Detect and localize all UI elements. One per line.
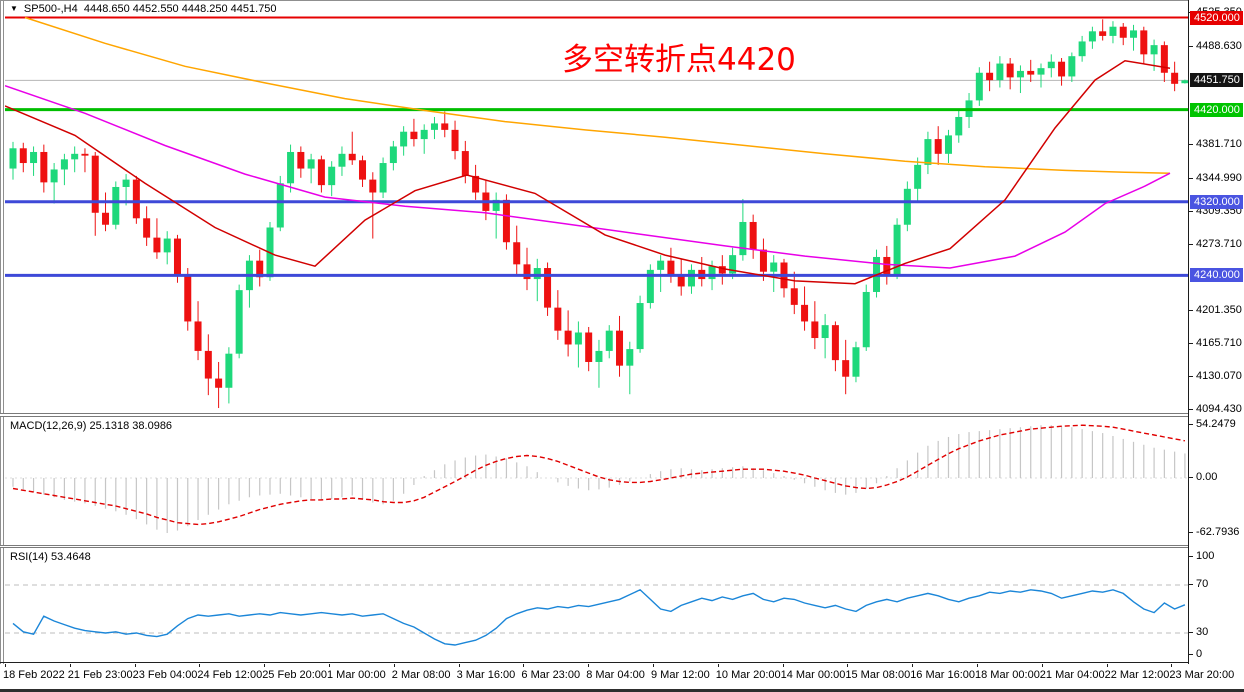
macd-panel-canvas[interactable] bbox=[5, 417, 1188, 545]
time-axis-tick bbox=[134, 664, 136, 667]
annotation-text: 多空转折点4420 bbox=[562, 42, 796, 78]
time-axis-tick bbox=[199, 664, 201, 667]
macd-histogram bbox=[12, 425, 1186, 534]
time-axis-separator bbox=[0, 662, 1244, 663]
horizontal-level-lines bbox=[5, 16, 1188, 277]
time-axis-tick bbox=[588, 664, 590, 667]
time-axis-label: 16 Mar 16:00 bbox=[910, 669, 976, 681]
window-left-edge-inner bbox=[3, 0, 4, 692]
time-axis-tick bbox=[977, 664, 978, 667]
time-axis-label: 2 Mar 08:00 bbox=[391, 669, 451, 681]
panel-separator-rsi[interactable] bbox=[0, 545, 1244, 548]
time-axis-label: 21 Mar 04:00 bbox=[1039, 669, 1105, 681]
time-axis-label: 14 Mar 00:00 bbox=[780, 669, 846, 681]
time-axis-label: 21 Feb 23:00 bbox=[67, 669, 133, 681]
time-axis-tick bbox=[523, 664, 525, 667]
price-level-badge: 4240.000 bbox=[1190, 268, 1243, 282]
window-left-edge bbox=[0, 0, 1, 692]
time-axis-label: 6 Mar 23:00 bbox=[521, 669, 581, 681]
time-axis-label: 25 Feb 20:00 bbox=[262, 669, 328, 681]
time-axis-label: 9 Mar 12:00 bbox=[651, 669, 710, 681]
rsi-line bbox=[12, 588, 1186, 646]
rsi-panel-canvas[interactable] bbox=[5, 548, 1188, 662]
price-tick-label: 4344.990 bbox=[1189, 172, 1242, 185]
time-axis-tick bbox=[1171, 664, 1173, 667]
panel-separator-macd[interactable] bbox=[0, 413, 1244, 417]
candlestick-series bbox=[9, 19, 1188, 409]
main-chart-canvas[interactable] bbox=[5, 2, 1188, 413]
macd-axis-tick: -62.7936 bbox=[1189, 526, 1239, 539]
rsi-axis-tick: 0 bbox=[1189, 648, 1202, 661]
time-axis-tick bbox=[5, 664, 6, 667]
price-level-badge: 4320.000 bbox=[1190, 195, 1243, 209]
price-level-badge: 4420.000 bbox=[1190, 103, 1243, 117]
price-tick-label: 4165.710 bbox=[1189, 337, 1242, 350]
macd-indicator-label: MACD(12,26,9) 25.1318 38.0986 bbox=[10, 420, 173, 432]
time-axis-label: 24 Feb 12:00 bbox=[197, 669, 263, 681]
ma-fast-red-line bbox=[5, 60, 1171, 285]
chevron-down-icon[interactable]: ▼ bbox=[10, 4, 18, 13]
time-axis-tick bbox=[264, 664, 266, 667]
time-axis-label: 8 Mar 04:00 bbox=[586, 669, 645, 681]
time-axis-tick bbox=[458, 664, 460, 667]
macd-axis-tick: 54.2479 bbox=[1189, 418, 1236, 431]
price-axis[interactable]: 54.2479 0.00 -62.7936 100 70 30 0 4525.3… bbox=[1188, 0, 1244, 664]
ma-mid-magenta-line bbox=[5, 84, 1171, 269]
rsi-indicator-label: RSI(14) 53.4648 bbox=[10, 551, 91, 563]
window-top-edge bbox=[0, 0, 1244, 1]
time-axis-label: 18 Feb 2022 bbox=[3, 669, 65, 681]
time-axis-tick bbox=[912, 664, 914, 667]
time-axis-tick bbox=[717, 664, 719, 667]
price-tick-label: 4201.350 bbox=[1189, 304, 1242, 317]
rsi-axis-tick: 100 bbox=[1189, 550, 1214, 563]
time-axis-tick bbox=[782, 664, 784, 667]
rsi-axis-tick: 70 bbox=[1189, 578, 1208, 591]
rsi-axis-tick: 30 bbox=[1189, 626, 1208, 639]
time-axis-label: 23 Mar 20:00 bbox=[1169, 669, 1235, 681]
ma-slow-orange-line bbox=[24, 16, 1171, 174]
window-bottom-edge bbox=[0, 689, 1244, 692]
time-axis-tick bbox=[329, 664, 330, 667]
time-axis-tick bbox=[1041, 664, 1043, 667]
time-axis-label: 3 Mar 16:00 bbox=[456, 669, 516, 681]
time-axis-tick bbox=[69, 664, 71, 667]
time-axis-label: 22 Mar 12:00 bbox=[1104, 669, 1170, 681]
macd-signal-line bbox=[12, 424, 1186, 526]
time-axis-tick bbox=[393, 664, 395, 667]
price-tick-label: 4488.630 bbox=[1189, 40, 1242, 53]
macd-axis-tick: 0.00 bbox=[1189, 471, 1217, 484]
chart-ohlc-values: 4448.650 4452.550 4448.250 4451.750 bbox=[83, 3, 277, 15]
price-tick-label: 4381.710 bbox=[1189, 138, 1242, 151]
price-tick-label: 4273.710 bbox=[1189, 238, 1242, 251]
time-axis-label: 15 Mar 08:00 bbox=[845, 669, 911, 681]
time-axis-label: 1 Mar 00:00 bbox=[327, 669, 386, 681]
price-tick-label: 4094.430 bbox=[1189, 403, 1242, 416]
price-level-badge: 4451.750 bbox=[1190, 73, 1243, 87]
time-axis-label: 10 Mar 20:00 bbox=[715, 669, 781, 681]
chart-title: ▼ SP500-,H4 4448.650 4452.550 4448.250 44… bbox=[10, 3, 277, 15]
time-axis-label: 23 Feb 04:00 bbox=[132, 669, 198, 681]
price-level-badge: 4520.000 bbox=[1190, 11, 1243, 25]
time-axis-tick bbox=[653, 664, 654, 667]
price-tick-label: 4130.070 bbox=[1189, 370, 1242, 383]
time-axis-tick bbox=[1106, 664, 1108, 667]
chart-symbol-period: SP500-,H4 bbox=[23, 3, 78, 15]
time-axis[interactable]: 18 Feb 2022 21 Feb 23:00 23 Feb 04:00 24 Fe… bbox=[0, 664, 1244, 689]
time-axis-label: 18 Mar 00:00 bbox=[975, 669, 1040, 681]
time-axis-tick bbox=[847, 664, 849, 667]
